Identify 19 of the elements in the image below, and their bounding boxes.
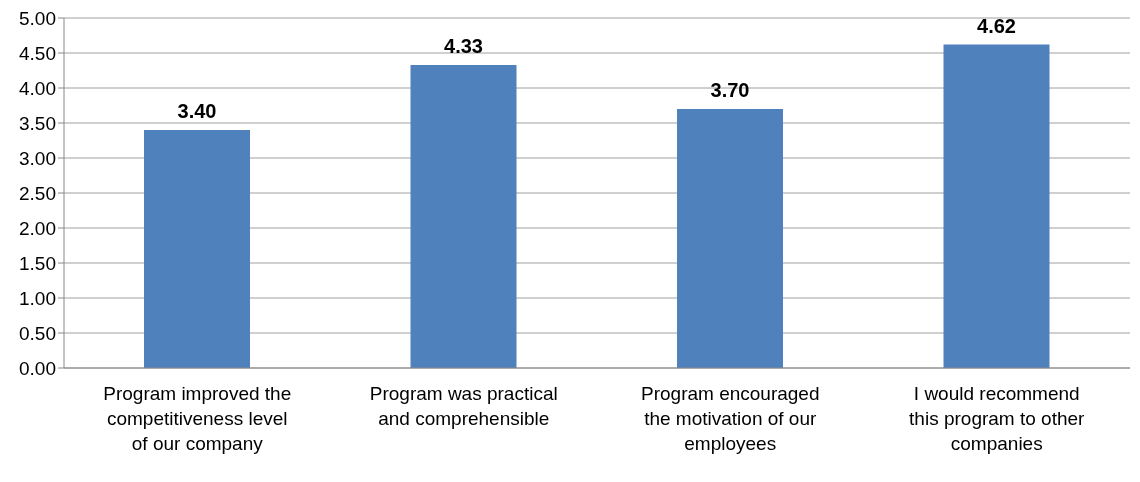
x-tick-label: Program improved the competitiveness level of our company (103, 383, 292, 454)
y-tick-label: 1.50 (19, 252, 56, 274)
data-label: 4.62 (977, 14, 1016, 37)
data-label: 4.33 (444, 34, 483, 57)
y-tick-label: 0.50 (19, 322, 56, 344)
y-tick-label: 1.00 (19, 287, 56, 309)
x-tick-label: Program was practical and comprehensible (369, 383, 558, 429)
y-tick-label: 2.50 (19, 182, 56, 204)
y-tick-label: 0.00 (19, 357, 56, 379)
x-tick-label: Program encouraged the motivation of our employees (641, 383, 820, 454)
data-label: 3.70 (710, 79, 750, 101)
x-tick-label: I would recommend this program to other companies (909, 383, 1086, 454)
y-tick-label: 4.50 (19, 42, 56, 64)
y-tick-label: 5.00 (19, 7, 56, 29)
y-tick-label: 3.00 (19, 147, 56, 169)
y-tick-label: 2.00 (19, 217, 56, 239)
y-tick-label: 3.50 (19, 112, 56, 134)
y-tick-label: 4.00 (19, 77, 56, 99)
data-label: 3.40 (177, 100, 217, 122)
